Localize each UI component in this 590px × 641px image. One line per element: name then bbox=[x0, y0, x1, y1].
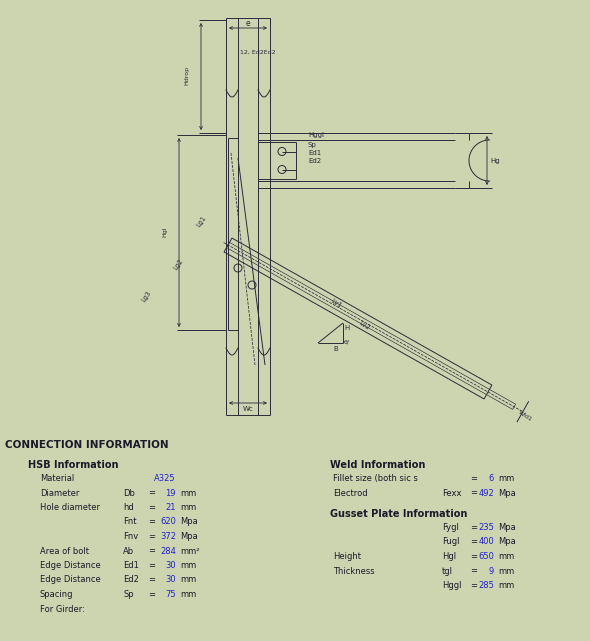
Text: tgl: tgl bbox=[442, 567, 453, 576]
Text: 12, Ed2Ed2: 12, Ed2Ed2 bbox=[240, 50, 276, 55]
Text: Lg3: Lg3 bbox=[140, 290, 152, 303]
Text: mm: mm bbox=[498, 567, 514, 576]
Text: mm²: mm² bbox=[180, 547, 199, 556]
Text: 400: 400 bbox=[478, 538, 494, 547]
Text: Ed2: Ed2 bbox=[123, 576, 139, 585]
Text: Gusset Plate Information: Gusset Plate Information bbox=[330, 509, 467, 519]
Text: θ/: θ/ bbox=[344, 339, 350, 344]
Text: A325: A325 bbox=[155, 474, 176, 483]
Text: Fnt: Fnt bbox=[123, 517, 136, 526]
Text: Edge Distance: Edge Distance bbox=[40, 576, 101, 585]
Text: Height: Height bbox=[333, 552, 361, 561]
Text: Hdrop: Hdrop bbox=[185, 66, 189, 85]
Text: Mpa: Mpa bbox=[498, 488, 516, 497]
Text: =: = bbox=[470, 552, 477, 561]
Text: B: B bbox=[333, 346, 337, 352]
Text: Weld Information: Weld Information bbox=[330, 460, 425, 470]
Text: 492: 492 bbox=[478, 488, 494, 497]
Text: 9: 9 bbox=[489, 567, 494, 576]
Text: Lv2: Lv2 bbox=[358, 320, 371, 331]
Text: Fillet size (both sic s: Fillet size (both sic s bbox=[333, 474, 418, 483]
Text: mm: mm bbox=[180, 590, 196, 599]
Text: mm: mm bbox=[498, 581, 514, 590]
Text: Hg: Hg bbox=[490, 158, 500, 163]
Text: mm: mm bbox=[180, 576, 196, 585]
Text: Hggl: Hggl bbox=[308, 132, 324, 138]
Text: Wld1: Wld1 bbox=[517, 410, 533, 422]
Text: 285: 285 bbox=[478, 581, 494, 590]
Text: HSB Information: HSB Information bbox=[28, 460, 119, 470]
Text: Hgl: Hgl bbox=[162, 226, 168, 237]
Text: =: = bbox=[470, 474, 477, 483]
Text: 6: 6 bbox=[489, 474, 494, 483]
Text: =: = bbox=[470, 523, 477, 532]
Text: =: = bbox=[148, 576, 155, 585]
Text: Thickness: Thickness bbox=[333, 567, 375, 576]
Text: Sp: Sp bbox=[123, 590, 133, 599]
Text: Hggl: Hggl bbox=[442, 581, 461, 590]
Text: Hole diameter: Hole diameter bbox=[40, 503, 100, 512]
Text: =: = bbox=[470, 567, 477, 576]
Text: e: e bbox=[245, 19, 250, 28]
Text: mm: mm bbox=[498, 474, 514, 483]
Text: 650: 650 bbox=[478, 552, 494, 561]
Text: Mpa: Mpa bbox=[498, 538, 516, 547]
Text: Ed2: Ed2 bbox=[308, 158, 321, 164]
Text: =: = bbox=[470, 581, 477, 590]
Text: Edge Distance: Edge Distance bbox=[40, 561, 101, 570]
Text: Fnv: Fnv bbox=[123, 532, 138, 541]
Text: =: = bbox=[470, 488, 477, 497]
Text: =: = bbox=[148, 517, 155, 526]
Text: Fygl: Fygl bbox=[442, 523, 459, 532]
Text: Lv1: Lv1 bbox=[330, 298, 343, 310]
Text: =: = bbox=[148, 488, 155, 497]
Text: 620: 620 bbox=[160, 517, 176, 526]
Text: =: = bbox=[148, 561, 155, 570]
Text: Db: Db bbox=[123, 488, 135, 497]
Text: Fugl: Fugl bbox=[442, 538, 460, 547]
Text: 284: 284 bbox=[160, 547, 176, 556]
Text: Wc: Wc bbox=[242, 406, 253, 412]
Text: Ed1: Ed1 bbox=[308, 150, 321, 156]
Text: 30: 30 bbox=[165, 576, 176, 585]
Text: Lg1: Lg1 bbox=[195, 215, 207, 228]
Text: mm: mm bbox=[498, 552, 514, 561]
Text: Fexx: Fexx bbox=[442, 488, 461, 497]
Text: mm: mm bbox=[180, 503, 196, 512]
Text: Diameter: Diameter bbox=[40, 488, 80, 497]
Text: Mpa: Mpa bbox=[498, 523, 516, 532]
Text: mm: mm bbox=[180, 561, 196, 570]
Text: 372: 372 bbox=[160, 532, 176, 541]
Text: Lg2: Lg2 bbox=[172, 258, 184, 271]
Text: 21: 21 bbox=[166, 503, 176, 512]
Text: =: = bbox=[470, 538, 477, 547]
Text: Sp: Sp bbox=[308, 142, 317, 148]
Text: For Girder:: For Girder: bbox=[40, 604, 85, 613]
Text: Area of bolt: Area of bolt bbox=[40, 547, 89, 556]
Text: Ab: Ab bbox=[123, 547, 134, 556]
Text: Material: Material bbox=[40, 474, 74, 483]
Text: 235: 235 bbox=[478, 523, 494, 532]
Text: =: = bbox=[148, 503, 155, 512]
Text: Spacing: Spacing bbox=[40, 590, 74, 599]
Text: hd: hd bbox=[123, 503, 134, 512]
Text: 19: 19 bbox=[166, 488, 176, 497]
Text: Electrod: Electrod bbox=[333, 488, 368, 497]
Text: 75: 75 bbox=[165, 590, 176, 599]
Text: H: H bbox=[344, 325, 349, 331]
Text: =: = bbox=[148, 547, 155, 556]
Text: 30: 30 bbox=[165, 561, 176, 570]
Text: Mpa: Mpa bbox=[180, 532, 198, 541]
Text: Hgl: Hgl bbox=[442, 552, 456, 561]
Text: Ed1: Ed1 bbox=[123, 561, 139, 570]
Text: Mpa: Mpa bbox=[180, 517, 198, 526]
Text: mm: mm bbox=[180, 488, 196, 497]
Text: =: = bbox=[148, 590, 155, 599]
Text: CONNECTION INFORMATION: CONNECTION INFORMATION bbox=[5, 440, 169, 450]
Text: =: = bbox=[148, 532, 155, 541]
